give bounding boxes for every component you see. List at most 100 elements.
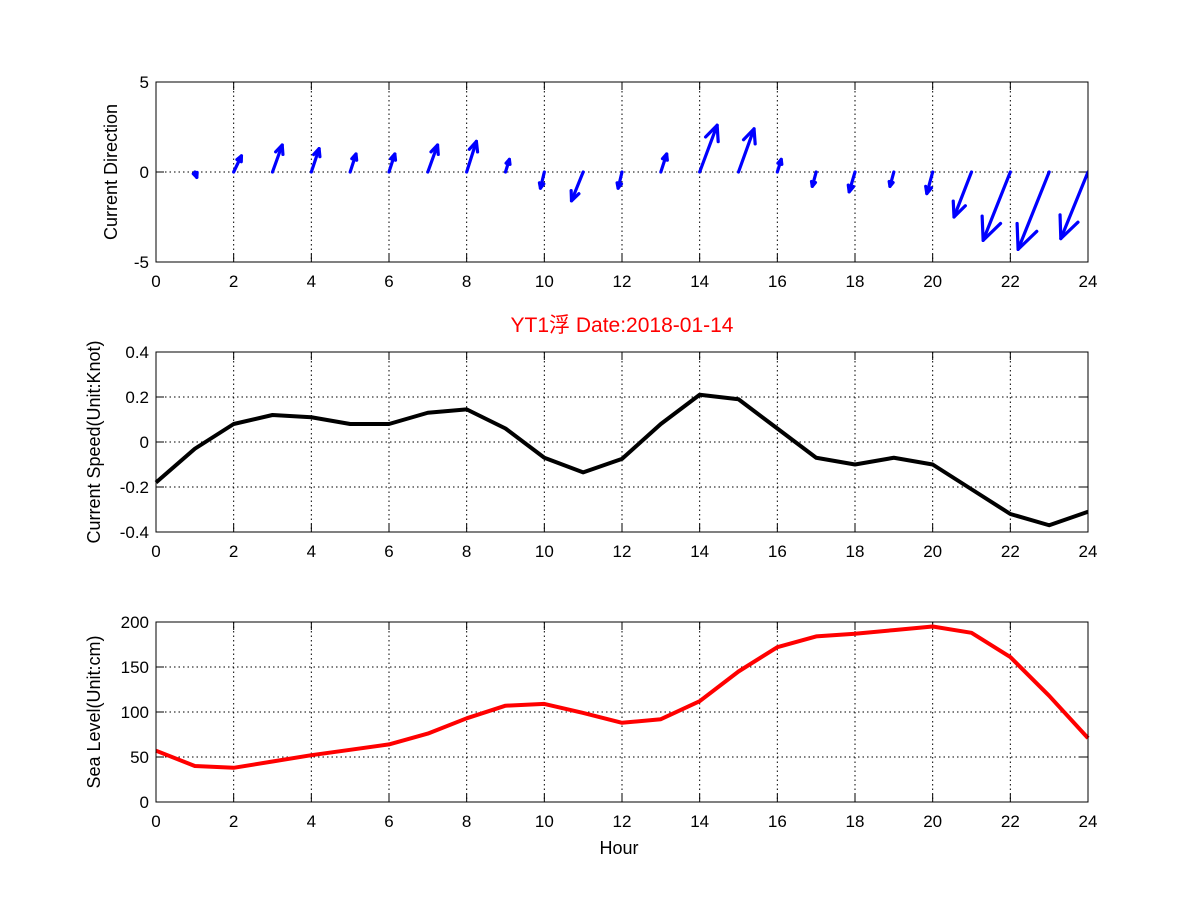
current-direction-xtick-label: 22 <box>1001 272 1020 291</box>
current-direction-arrow-head <box>274 143 285 157</box>
current-speed-xtick-label: 0 <box>151 542 160 561</box>
current-speed-xtick-label: 24 <box>1079 542 1098 561</box>
current-direction-arrow <box>846 170 857 194</box>
sea-level-xtick-label: 24 <box>1079 812 1098 831</box>
current-direction-arrow-head <box>312 147 322 159</box>
current-direction-arrow-head <box>809 179 818 188</box>
current-direction-ytick-label: 0 <box>140 163 149 182</box>
sea-level-xtick-label: 10 <box>535 812 554 831</box>
current-direction-arrow <box>1058 170 1088 241</box>
current-direction-data <box>191 123 1088 251</box>
current-direction-xtick-label: 0 <box>151 272 160 291</box>
current-direction-arrow-shaft <box>1016 170 1051 251</box>
current-direction-arrow <box>348 152 359 174</box>
current-direction-arrow-head <box>924 184 934 196</box>
current-speed-xtick-label: 20 <box>923 542 942 561</box>
current-direction-ytick-label: -5 <box>134 253 149 272</box>
current-direction-arrow-shaft <box>270 143 284 174</box>
current-direction-xtick-label: 2 <box>229 272 238 291</box>
current-direction-arrow-head <box>569 188 581 203</box>
sea-level-xtick-label: 4 <box>307 812 316 831</box>
sea-level-data <box>155 624 1090 770</box>
current-direction-arrow-head <box>703 123 720 144</box>
current-speed-xtick-label: 16 <box>768 542 787 561</box>
sea-level-xtick-label: 20 <box>923 812 942 831</box>
current-direction-arrow <box>426 143 440 174</box>
current-direction-xtick-label: 6 <box>384 272 393 291</box>
sea-level-ytick-label: 50 <box>130 748 149 767</box>
current-direction-arrow <box>309 147 322 174</box>
current-direction-xtick-label: 20 <box>923 272 942 291</box>
sea-level-grid <box>156 622 1088 802</box>
current-speed-data <box>154 392 1089 528</box>
current-direction-xtick-label: 10 <box>535 272 554 291</box>
current-direction-xtick-label: 16 <box>768 272 787 291</box>
current-direction-arrow-head <box>776 157 784 166</box>
current-direction-arrow <box>980 170 1012 242</box>
current-direction-arrow-head <box>741 127 757 146</box>
current-direction-arrow-head <box>350 152 359 162</box>
current-direction-panel: Current Direction 0 2 4 6 8 10 12 14 16 18 20 22 24-… <box>101 73 1097 291</box>
current-direction-xtick-label: 14 <box>690 272 709 291</box>
figure-title: YT1浮 Date:2018-01-14 <box>511 314 734 337</box>
current-direction-arrow <box>951 170 974 219</box>
current-speed-xtick-label: 22 <box>1001 542 1020 561</box>
current-direction-arrow <box>809 170 818 188</box>
current-direction-arrow-head <box>504 157 512 166</box>
current-direction-xtick-label: 8 <box>462 272 471 291</box>
current-direction-arrow-head <box>980 214 1003 242</box>
current-speed-grid <box>156 352 1088 532</box>
current-direction-arrow <box>887 170 896 188</box>
current-speed-ticks: 0 2 4 6 8 10 12 14 16 18 20 22 24-0.4-0.200.20.4 <box>120 343 1098 561</box>
current-direction-arrow <box>659 152 669 174</box>
current-direction-arrow-shaft <box>426 143 440 174</box>
current-direction-arrow-shaft <box>465 139 478 174</box>
current-direction-arrow <box>698 123 720 174</box>
current-speed-xtick-label: 14 <box>690 542 709 561</box>
current-direction-arrow <box>387 152 398 174</box>
current-direction-arrow <box>615 170 624 190</box>
current-direction-arrow-shaft <box>1059 170 1088 241</box>
current-direction-arrow-head <box>429 143 440 157</box>
sea-level-ytick-label: 100 <box>121 703 149 722</box>
current-direction-arrow-head <box>615 181 624 190</box>
sea-level-xlabel: Hour <box>599 838 638 858</box>
current-direction-arrow-head <box>235 154 244 164</box>
current-speed-xtick-label: 6 <box>384 542 393 561</box>
current-direction-arrow-head <box>467 139 480 154</box>
current-direction-arrow <box>270 143 285 174</box>
current-direction-arrow-shaft <box>569 170 585 203</box>
current-speed-ytick-label: 0.4 <box>125 343 149 362</box>
current-direction-xtick-label: 18 <box>846 272 865 291</box>
current-direction-xtick-label: 12 <box>613 272 632 291</box>
current-direction-ticks: 0 2 4 6 8 10 12 14 16 18 20 22 24-505 <box>134 73 1098 291</box>
current-direction-arrow <box>465 139 480 174</box>
current-speed-xtick-label: 10 <box>535 542 554 561</box>
current-direction-arrow <box>191 170 199 179</box>
current-direction-arrow-head <box>887 179 895 188</box>
current-direction-arrow-shaft <box>981 170 1012 242</box>
current-speed-panel: Current Speed(Unit:Knot) 0 2 4 6 8 10 12 14 16 18… <box>84 340 1097 561</box>
current-direction-ylabel: Current Direction <box>101 104 121 240</box>
sea-level-xtick-label: 16 <box>768 812 787 831</box>
current-speed-series-line <box>154 392 1089 528</box>
current-direction-arrow <box>736 127 757 174</box>
current-direction-axes-frame <box>155 81 1089 263</box>
current-direction-arrow-head <box>389 152 398 162</box>
current-direction-arrow-shaft <box>952 170 974 219</box>
current-direction-arrow-head <box>1058 213 1080 241</box>
sea-level-xtick-label: 14 <box>690 812 709 831</box>
current-direction-arrow-head <box>660 152 669 162</box>
current-direction-arrow <box>775 157 784 174</box>
current-speed-ytick-label: 0 <box>140 433 149 452</box>
current-direction-arrow-head <box>1015 221 1039 251</box>
current-speed-ytick-label: 0.2 <box>125 388 149 407</box>
current-speed-xtick-label: 18 <box>846 542 865 561</box>
current-speed-xtick-label: 4 <box>307 542 316 561</box>
sea-level-ytick-label: 200 <box>121 613 149 632</box>
sea-level-axes-frame <box>155 621 1089 803</box>
current-direction-ytick-label: 5 <box>140 73 149 92</box>
sea-level-xtick-label: 18 <box>846 812 865 831</box>
sea-level-xtick-label: 2 <box>229 812 238 831</box>
